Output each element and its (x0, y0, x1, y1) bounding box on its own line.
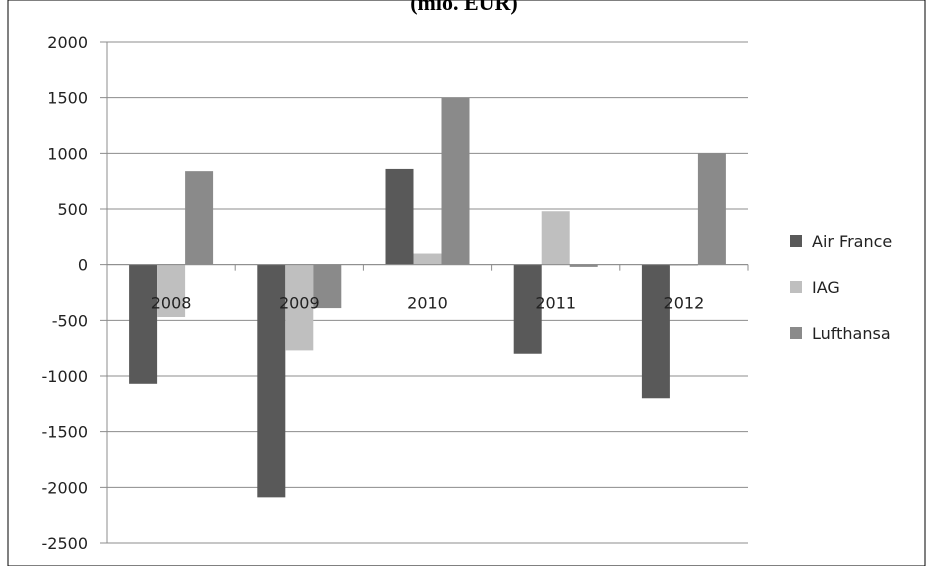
bar-iag-2011 (542, 211, 570, 264)
legend-label: Lufthansa (812, 324, 891, 343)
x-category-label: 2008 (151, 294, 192, 313)
y-tick-label: 0 (78, 256, 88, 275)
bar-air-france-2012 (642, 265, 670, 399)
x-category-label: 2011 (535, 294, 576, 313)
bar-air-france-2008 (129, 265, 157, 384)
bar-lufthansa-2008 (185, 171, 213, 265)
legend-label: IAG (812, 278, 840, 297)
y-tick-label: -1500 (42, 423, 89, 442)
legend-label: Air France (812, 232, 892, 251)
y-tick-label: 2000 (47, 33, 88, 52)
bar-iag-2010 (414, 254, 442, 265)
chart-title: (mlo. EUR) (410, 0, 518, 15)
x-category-label: 2012 (664, 294, 705, 313)
bar-air-france-2010 (386, 169, 414, 265)
y-tick-label: -2500 (42, 534, 89, 553)
legend-swatch (790, 281, 802, 293)
y-tick-label: 1500 (47, 89, 88, 108)
legend-swatch (790, 235, 802, 247)
y-tick-label: 1000 (47, 144, 88, 163)
y-tick-label: -500 (52, 311, 88, 330)
bar-lufthansa-2010 (442, 98, 470, 265)
x-category-label: 2010 (407, 294, 448, 313)
y-tick-label: -2000 (42, 478, 89, 497)
y-tick-label: -1000 (42, 367, 89, 386)
x-category-label: 2009 (279, 294, 320, 313)
legend-swatch (790, 327, 802, 339)
bar-lufthansa-2012 (698, 153, 726, 264)
y-tick-label: 500 (57, 200, 88, 219)
